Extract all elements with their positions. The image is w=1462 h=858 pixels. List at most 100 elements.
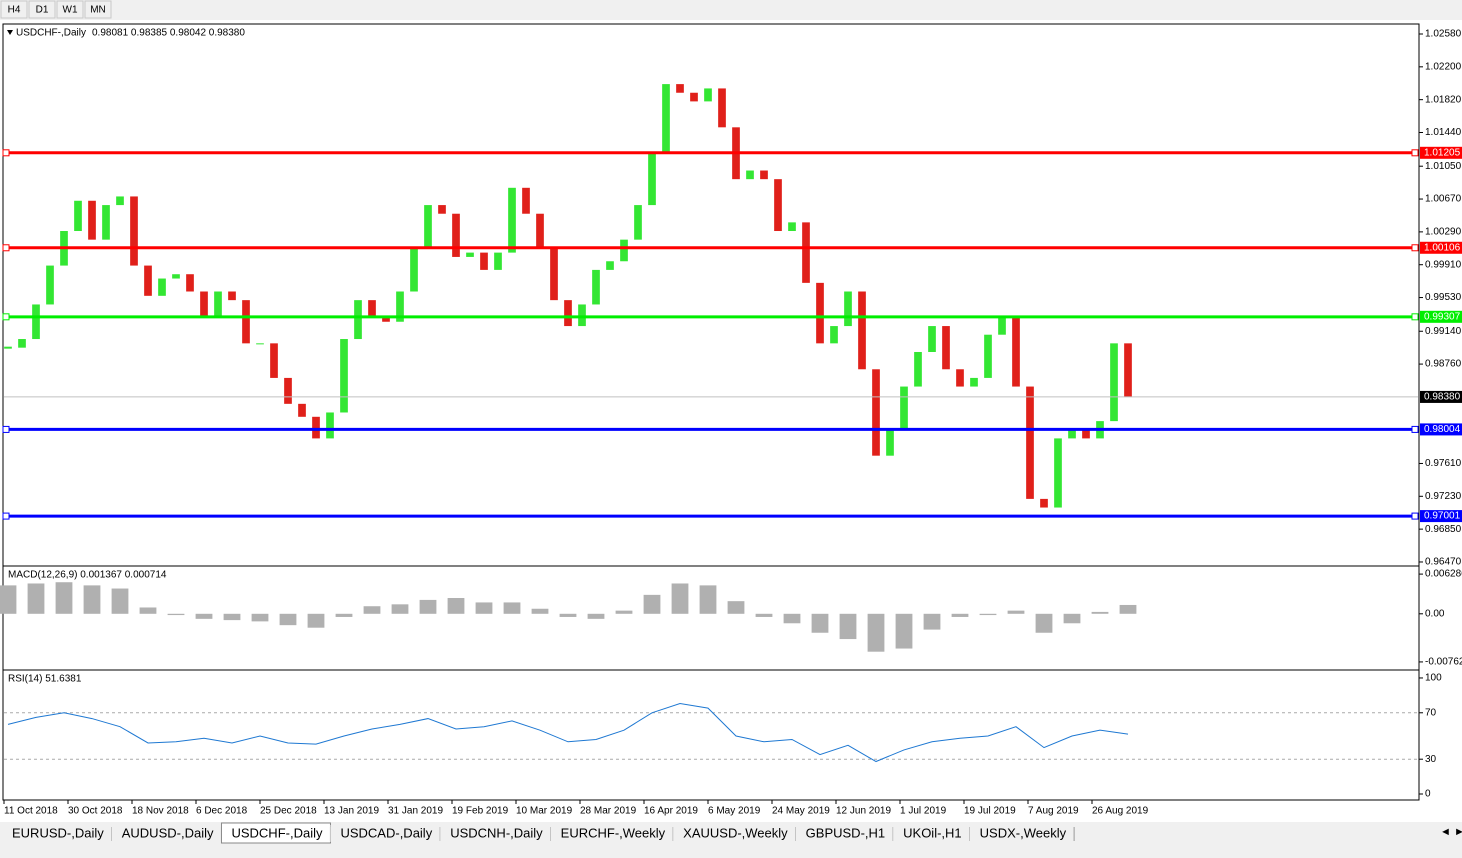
panel-title: USDCHF-,Daily (16, 28, 86, 39)
candle (424, 205, 432, 249)
level-price-label: 1.01205 (1424, 147, 1461, 158)
timeframe-label[interactable]: H4 (8, 5, 21, 16)
level-handle[interactable] (2, 425, 10, 433)
panel-title: MACD(12,26,9) 0.001367 0.000714 (8, 570, 167, 581)
candle (1082, 429, 1090, 439)
tab[interactable] (550, 825, 674, 842)
macd-bar (335, 613, 353, 617)
candle (522, 187, 530, 214)
tab-label[interactable]: EURUSD-,Daily (12, 825, 104, 840)
level-handle[interactable] (2, 149, 10, 157)
candle (340, 339, 348, 413)
tab[interactable] (673, 825, 796, 842)
tab-label[interactable]: XAUUSD-,Weekly (683, 825, 788, 840)
candle (396, 291, 404, 322)
tab[interactable] (795, 825, 894, 842)
candle (1110, 343, 1118, 422)
tab-label[interactable]: USDCHF-,Daily (231, 825, 323, 840)
tab-label[interactable]: USDCAD-,Daily (340, 825, 432, 840)
tab-label[interactable]: EURCHF-,Weekly (561, 825, 666, 840)
candle (270, 343, 278, 378)
candle (816, 282, 824, 344)
macd-bar (0, 585, 17, 614)
candle (242, 300, 250, 344)
tab-label[interactable]: USDX-,Weekly (980, 825, 1067, 840)
candle (564, 300, 572, 327)
timeframe-label[interactable]: W1 (63, 5, 78, 16)
y-tick-label: -0.00762 (1425, 657, 1462, 668)
tab[interactable] (330, 825, 441, 842)
macd-bar (755, 613, 773, 617)
macd-bar (503, 602, 521, 614)
candle (18, 339, 26, 348)
y-tick-label: 100 (1425, 673, 1442, 684)
candle (256, 343, 264, 345)
macd-bar (587, 613, 605, 619)
candle (662, 84, 670, 154)
y-tick-label: 0.99910 (1425, 259, 1462, 270)
candle (410, 248, 418, 292)
x-tick-label: 12 Jun 2019 (836, 806, 891, 817)
tab-scroll[interactable]: ◄ ► (1440, 826, 1462, 838)
candle (1012, 317, 1020, 387)
tab[interactable] (969, 825, 1075, 842)
candle (620, 239, 628, 262)
timeframe-label[interactable]: D1 (36, 5, 49, 16)
candle (186, 274, 194, 292)
candle (438, 205, 446, 214)
candle (648, 153, 656, 206)
candle (1054, 438, 1062, 508)
timeframe-button[interactable] (28, 0, 56, 19)
level-price-label: 0.97001 (1424, 511, 1461, 522)
timeframe-label[interactable]: MN (90, 5, 106, 16)
y-tick-label: 0 (1425, 789, 1431, 800)
y-tick-label: 1.01440 (1425, 127, 1462, 138)
candle (634, 205, 642, 240)
tab-label[interactable]: AUDUSD-,Daily (122, 825, 214, 840)
y-tick-label: 1.02200 (1425, 61, 1462, 72)
macd-bar (195, 613, 213, 619)
candle (886, 429, 894, 456)
level-handle[interactable] (2, 244, 10, 252)
candle (1040, 498, 1048, 508)
macd-bar (615, 610, 633, 614)
candle (830, 326, 838, 344)
rsi-line (7, 702, 1129, 763)
candle (550, 248, 558, 301)
ohlc-legend: 0.98081 0.98385 0.98042 0.98380 (92, 28, 245, 39)
timeframe-button[interactable] (56, 0, 84, 19)
macd-bar (559, 613, 577, 617)
macd-bar (895, 613, 913, 649)
tab-label[interactable]: USDCNH-,Daily (450, 825, 543, 840)
level-handle[interactable] (1411, 149, 1419, 157)
macd-bar (783, 613, 801, 624)
timeframe-button[interactable] (84, 0, 112, 19)
tab[interactable] (440, 825, 551, 842)
tab[interactable] (2, 825, 112, 842)
level-handle[interactable] (2, 512, 10, 520)
macd-bar (447, 598, 465, 614)
tab[interactable] (893, 825, 970, 842)
level-handle[interactable] (1411, 512, 1419, 520)
current-price-label: 0.98380 (1424, 392, 1461, 403)
candle (200, 291, 208, 318)
level-price-label: 0.98004 (1424, 424, 1461, 435)
candle (578, 304, 586, 327)
timeframe-button[interactable] (0, 0, 28, 19)
candle (228, 291, 236, 301)
candle (452, 213, 460, 257)
candle (788, 222, 796, 232)
level-handle[interactable] (1411, 425, 1419, 433)
candle (368, 300, 376, 318)
candle (46, 265, 54, 305)
level-price-box (1420, 510, 1462, 523)
level-handle[interactable] (2, 313, 10, 321)
candle (284, 377, 292, 404)
level-handle[interactable] (1411, 244, 1419, 252)
tab[interactable] (111, 825, 222, 842)
tab-label[interactable]: GBPUSD-,H1 (806, 825, 885, 840)
level-price-box (1420, 423, 1462, 436)
tab-label[interactable]: UKOil-,H1 (903, 825, 962, 840)
level-handle[interactable] (1411, 313, 1419, 321)
x-tick-label: 19 Feb 2019 (452, 806, 509, 817)
